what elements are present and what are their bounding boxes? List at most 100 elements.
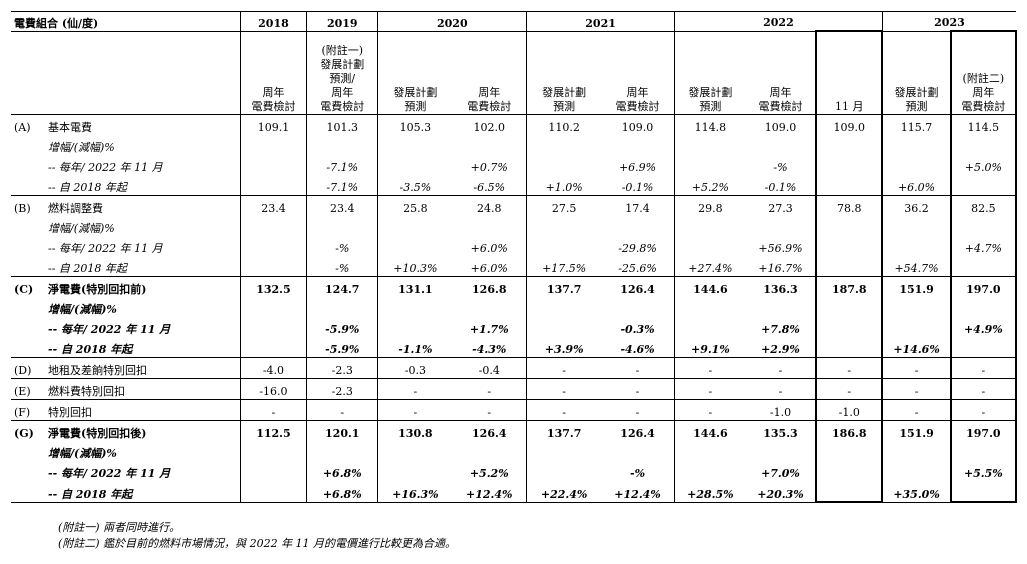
table-cell: 137.7	[526, 420, 602, 441]
table-cell: -	[601, 399, 675, 421]
table-cell: +6.0%	[452, 256, 527, 277]
row-label: 增幅/(減幅)%	[48, 141, 115, 154]
table-row: 增幅/(減幅)%	[11, 135, 1018, 155]
column-header: 發展計劃 預測	[673, 31, 746, 115]
table-cell: -	[815, 378, 884, 400]
row-label-cell: (A) 基本電費	[11, 115, 240, 136]
table-cell: +6.8%	[306, 481, 378, 503]
table-cell: 109.0	[764, 121, 797, 134]
row-label-cell: (E) 燃料費特別回扣	[11, 378, 241, 400]
table-cell	[815, 297, 884, 317]
row-mark: (B)	[14, 202, 31, 215]
table-cell: +12.4%	[452, 481, 527, 503]
table-cell: 114.8	[673, 114, 746, 135]
row-label: 淨電費(特別回扣後)	[48, 427, 147, 440]
column-header-line: 周年	[262, 86, 285, 99]
table-cell: 78.8	[815, 195, 884, 216]
footnotes: (附註一) 兩者同時進行。 (附註二) 鑑於目前的燃料市場情況，與 2022 年…	[58, 520, 456, 552]
table-cell: 135.3	[763, 427, 798, 440]
table-cell	[306, 135, 378, 155]
table-cell: +27.4%	[673, 256, 746, 277]
table-row: -- 自 2018 年起 -7.1% -3.5% -6.5% +1.0% -0.1% +5.…	[11, 175, 1018, 196]
table-row: (D) 地租及差餉特別回扣 -4.0 -2.3 -0.3 -0.4- - - - - - -	[11, 357, 1018, 379]
year-2023: 2023	[881, 11, 1016, 32]
table-cell	[673, 297, 746, 317]
table-cell: -	[526, 399, 602, 421]
table-cell: -7.1%	[306, 175, 378, 196]
table-cell	[815, 317, 884, 337]
column-header-line: 電費檢討	[251, 100, 296, 113]
tariff-table-container: 電費組合 (仙/度) 2018 2019 2020 2021 2022 2023 周年 電費檢討…	[11, 11, 1018, 503]
table-cell: -5.9%	[306, 337, 378, 358]
row-label-cell: -- 自 2018 年起	[11, 175, 241, 196]
year-2018: 2018	[239, 11, 307, 32]
column-header-line: 電費檢討	[467, 100, 512, 113]
table-cell	[673, 441, 746, 461]
column-header-line: (附註二)	[962, 72, 1005, 85]
table-cell: +16.3%	[377, 481, 453, 503]
column-header-line: 周年	[331, 86, 354, 99]
column-header-line: 電費檢討	[961, 100, 1006, 113]
table-cell: -	[745, 378, 817, 400]
table-title: 電費組合 (仙/度)	[11, 11, 241, 32]
table-row: -- 每年/ 2022 年 11 月 -% +6.0% -29.8% +56.9% +4.…	[11, 236, 1018, 256]
table-cell	[377, 297, 453, 317]
table-cell: +1.7%	[469, 323, 509, 336]
table-cell	[815, 461, 884, 481]
column-header-line: (附註一)	[321, 44, 364, 57]
table-cell: -	[673, 399, 746, 421]
column-header-line: 周年	[478, 86, 501, 99]
table-cell: -0.4	[452, 357, 527, 379]
table-cell: -25.6%	[601, 256, 675, 277]
table-cell: 23.4	[239, 195, 307, 216]
table-cell	[673, 317, 746, 337]
table-cell: -	[377, 378, 453, 400]
row-label: 增幅/(減幅)%	[48, 222, 115, 235]
table-cell	[815, 236, 884, 256]
table-cell	[815, 256, 884, 277]
table-cell	[815, 441, 884, 461]
table-cell: -1.1%	[377, 337, 453, 358]
column-header-line: 預測	[553, 100, 576, 113]
row-mark: (E)	[14, 385, 31, 398]
table-cell: +14.6%	[881, 337, 951, 358]
column-header-line: 發展計劃	[393, 86, 438, 99]
table-cell: -	[452, 378, 527, 400]
table-cell	[239, 461, 307, 481]
column-header: 周年 電費檢討	[452, 31, 527, 115]
table-cell: 144.6	[673, 276, 746, 297]
table-cell	[673, 461, 746, 481]
table-row: (G) 淨電費(特別回扣後) 112.5 120.1 130.8 126.4 137.7 12…	[11, 420, 1018, 441]
column-header-blank	[11, 31, 241, 115]
table-cell	[673, 155, 746, 175]
row-label: 燃料調整費	[48, 202, 103, 215]
table-cell: +6.0%	[881, 175, 951, 196]
row-label-cell: (F) 特別回扣	[11, 399, 241, 421]
column-header-line: 周年	[769, 86, 792, 99]
table-cell: +3.9%	[526, 337, 602, 358]
table-cell	[815, 337, 884, 358]
table-cell: -5.9%	[306, 317, 378, 337]
table-cell: +7.8%	[761, 323, 800, 336]
table-cell: +5.5%	[949, 461, 1018, 481]
table-cell: +56.9%	[758, 242, 803, 255]
column-header-line: 電費檢討	[320, 100, 365, 113]
column-header-line: 電費檢討	[758, 100, 803, 113]
column-header-line: 預測/	[329, 72, 356, 85]
table-cell: +17.5%	[526, 256, 602, 277]
table-cell: -	[601, 357, 675, 379]
table-cell: 151.9	[881, 276, 951, 297]
row-label: 淨電費(特別回扣前)	[48, 283, 147, 296]
table-cell	[673, 236, 746, 256]
row-label: -- 每年/ 2022 年 11 月	[48, 323, 171, 336]
table-cell: 23.4	[306, 195, 378, 216]
table-cell	[452, 297, 526, 317]
table-cell	[815, 175, 884, 196]
table-cell: 126.4	[620, 427, 655, 440]
table-cell: -	[881, 357, 951, 379]
table-cell	[815, 481, 884, 503]
column-header-line: 11 月	[835, 100, 864, 113]
table-cell	[949, 337, 1018, 358]
table-cell	[526, 135, 602, 155]
table-cell: 151.9	[881, 420, 951, 441]
